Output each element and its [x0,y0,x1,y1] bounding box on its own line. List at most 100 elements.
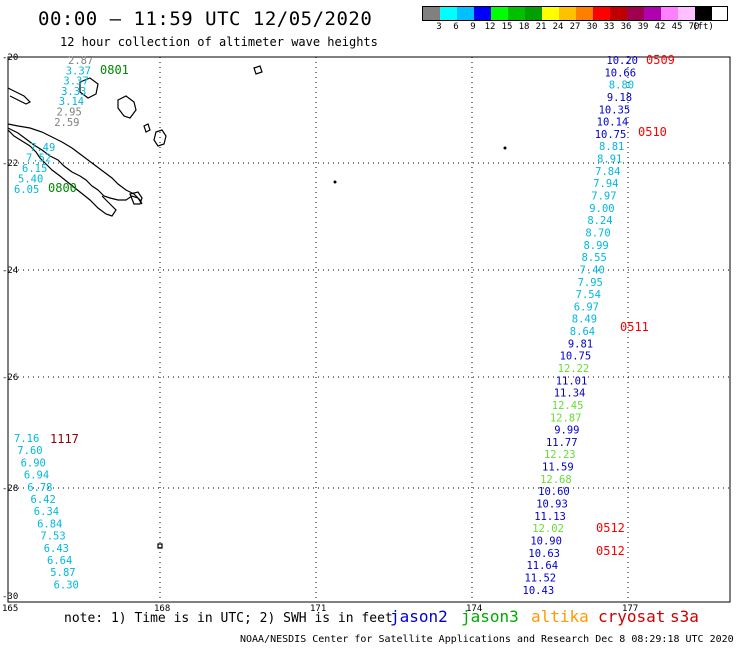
wave-height-value: 12.22 [558,363,590,375]
wave-height-value: 5.87 [50,567,75,579]
wave-height-value: 10.14 [597,117,629,129]
scale-label-1: 6 [453,22,459,32]
track-time-label: 0511 [620,320,649,334]
wave-height-value: 8.80 [609,80,634,92]
wave-height-value: 7.94 [593,178,618,190]
scale-label-0: 3 [436,22,442,32]
legend-jason3: jason3 [461,607,519,626]
wave-height-value: 3.37 [63,76,88,88]
wave-height-value: 12.87 [550,412,582,424]
wave-height-value: 8.55 [582,252,607,264]
wave-height-value: 6.43 [44,543,69,555]
wave-height-value: 6.15 [22,163,47,175]
lat-label: -26 [2,373,18,383]
scale-label-6: 21 [535,22,547,32]
wave-height-value: 8.24 [587,215,612,227]
scale-label-14: 45 [671,22,683,32]
coastline-loyalty-4 [153,129,167,147]
wave-height-value: 10.63 [528,548,560,560]
wave-height-value: 11.77 [546,437,578,449]
wave-height-value: 7.49 [30,142,55,154]
coastline-island-small-1 [253,65,263,75]
track-time-label: 0509 [646,53,675,67]
lat-label: -28 [2,484,18,494]
map-frame [7,56,731,603]
legend-cryosat: cryosat [598,607,666,626]
track-time-label: 0512 [596,544,625,558]
track-0800: 7.497.526.155.406.05 0800 [14,142,77,196]
scale-swatch-14 [661,7,678,20]
scale-label-2: 9 [470,22,476,32]
color-scale-bar [422,6,728,21]
scale-swatch-4 [491,7,508,20]
wave-height-value: 2.59 [54,117,79,129]
scale-swatch-6 [525,7,542,20]
wave-height-value: 10.90 [530,535,562,547]
track-1117: 7.167.606.906.946.786.426.346.847.536.43… [14,432,79,591]
wave-height-value: 11.59 [542,462,574,474]
wave-height-value: 6.84 [37,518,62,530]
wave-height-value: 11.01 [556,375,588,387]
scale-label-7: 24 [552,22,564,32]
wave-height-value: 10.93 [536,499,568,511]
scale-swatch-8 [559,7,576,20]
scale-label-15: 70 [688,22,700,32]
lat-label: -24 [2,266,18,276]
wave-height-value: 9.00 [589,203,614,215]
wave-height-value: 3.33 [61,86,86,98]
wave-height-value: 12.45 [552,400,584,412]
lon-label: 171 [310,604,326,614]
scale-label-10: 33 [603,22,615,32]
lon-label: 174 [466,604,482,614]
track-east: 10.2010.668.809.1810.3510.1410.758.818.9… [523,53,675,597]
wave-height-value: 12.23 [544,449,576,461]
legend-s3a: s3a [670,607,699,626]
legend-altika: altika [531,607,589,626]
coastline-island-small-3 [157,543,163,549]
lat-label: -30 [2,592,18,602]
wave-height-value: 7.54 [576,289,601,301]
wave-height-value: 12.68 [540,474,572,486]
wave-height-value: 6.42 [31,494,56,506]
island-dot-1 [503,146,507,150]
wave-height-value: 8.70 [585,227,610,239]
scale-label-11: 36 [620,22,632,32]
wave-height-value: 8.81 [599,141,624,153]
wave-height-value: 6.34 [34,506,59,518]
coastline [7,65,263,549]
wave-height-color-scale: 3 6 9 12 15 18 21 24 27 30 33 36 39 42 45 70 (ft) [422,6,728,33]
altimeter-tracks: 2.873.373.373.333.142.952.5908017.497.52… [14,53,675,597]
legend-jason2: jason2 [390,607,448,626]
wave-height-value: 7.60 [17,445,42,457]
coastline-loyalty-3 [7,87,32,105]
wave-height-value: 6.64 [47,555,72,567]
scale-label-4: 15 [501,22,513,32]
wave-height-value: 6.97 [574,301,599,313]
scale-swatch-15 [678,7,695,20]
lon-label: 177 [622,604,638,614]
wave-height-value: 6.05 [14,184,39,196]
coastline-grande-terre-west [7,129,117,217]
wave-height-value: 8.64 [570,326,595,338]
scale-swatch-13 [644,7,661,20]
wave-height-value: 10.75 [595,129,627,141]
wave-height-value: 10.35 [599,104,631,116]
wave-height-value: 11.64 [526,560,558,572]
page-title: 00:00 – 11:59 UTC 12/05/2020 [38,8,373,30]
wave-height-value: 7.53 [40,531,65,543]
scale-label-12: 39 [637,22,649,32]
wave-height-value: 7.84 [595,166,620,178]
scale-label-8: 27 [569,22,581,32]
wave-height-value: 8.91 [597,154,622,166]
coastline-loyalty-2 [79,77,99,99]
wave-height-value: 9.81 [568,338,593,350]
map-grid [8,57,730,602]
wave-height-value: 8.49 [572,314,597,326]
lon-label: 165 [2,604,18,614]
wave-height-value: 11.13 [534,511,566,523]
scale-swatch-9 [576,7,593,20]
coastline-new-caledonia-main [7,123,143,205]
wave-height-value: 7.52 [26,153,51,165]
track-time-label: 1117 [50,432,79,446]
coastline-isle-of-pines [129,191,143,205]
